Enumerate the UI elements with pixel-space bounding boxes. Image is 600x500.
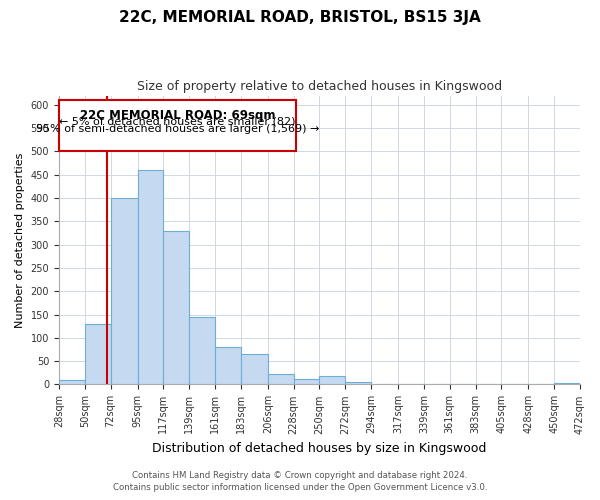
Title: Size of property relative to detached houses in Kingswood: Size of property relative to detached ho…	[137, 80, 502, 93]
Bar	[110, 198, 137, 384]
X-axis label: Distribution of detached houses by size in Kingswood: Distribution of detached houses by size …	[152, 442, 487, 455]
Text: ← 5% of detached houses are smaller (82): ← 5% of detached houses are smaller (82)	[59, 116, 296, 126]
Y-axis label: Number of detached properties: Number of detached properties	[15, 152, 25, 328]
Bar	[189, 317, 215, 384]
Bar	[137, 170, 163, 384]
FancyBboxPatch shape	[59, 100, 296, 152]
Bar	[268, 374, 293, 384]
Bar	[241, 354, 268, 384]
Text: Contains HM Land Registry data © Crown copyright and database right 2024.
Contai: Contains HM Land Registry data © Crown c…	[113, 471, 487, 492]
Bar	[293, 379, 319, 384]
Bar	[163, 230, 189, 384]
Text: 22C, MEMORIAL ROAD, BRISTOL, BS15 3JA: 22C, MEMORIAL ROAD, BRISTOL, BS15 3JA	[119, 10, 481, 25]
Bar	[345, 382, 371, 384]
Bar	[85, 324, 110, 384]
Text: 95% of semi-detached houses are larger (1,569) →: 95% of semi-detached houses are larger (…	[36, 124, 319, 134]
Bar	[59, 380, 85, 384]
Bar	[554, 383, 580, 384]
Bar	[319, 376, 345, 384]
Bar	[215, 347, 241, 385]
Text: 22C MEMORIAL ROAD: 69sqm: 22C MEMORIAL ROAD: 69sqm	[80, 108, 275, 122]
